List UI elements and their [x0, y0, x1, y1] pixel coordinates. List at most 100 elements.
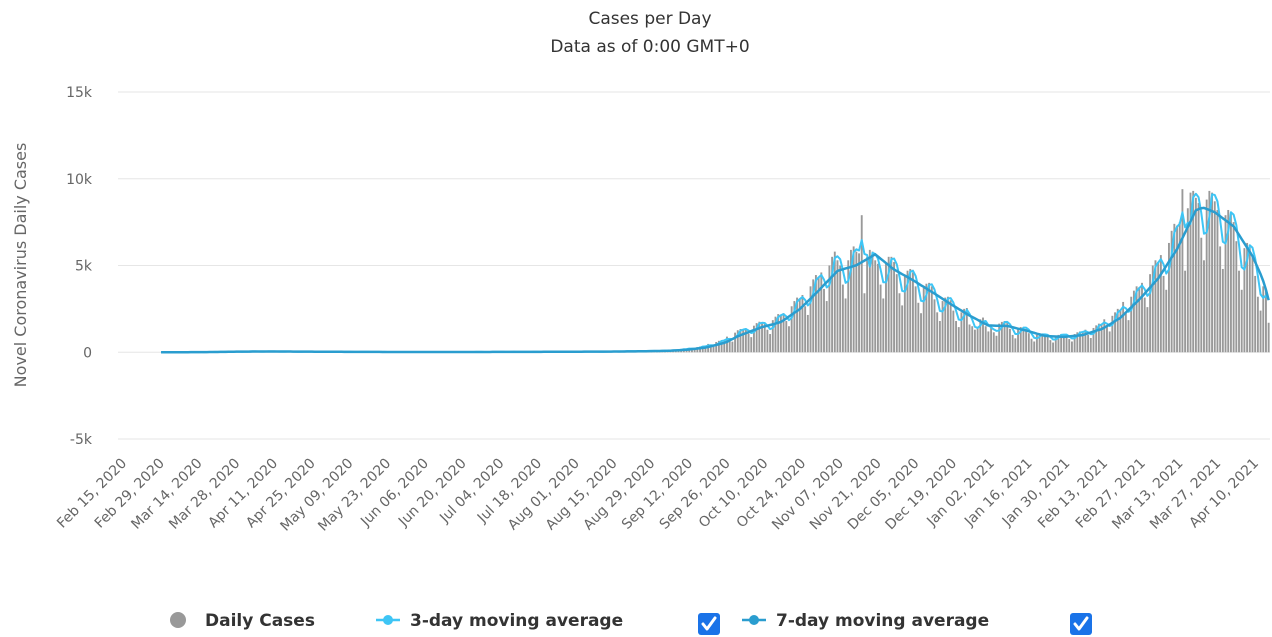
- bar: [1000, 321, 1003, 353]
- legend-item[interactable]: Daily Cases: [170, 611, 315, 631]
- bar: [817, 277, 820, 353]
- bar: [973, 329, 976, 353]
- bar: [704, 346, 707, 353]
- bar: [1130, 296, 1133, 353]
- bar: [790, 306, 793, 353]
- bar: [1246, 242, 1249, 353]
- bar: [841, 284, 844, 353]
- bar: [1116, 308, 1119, 353]
- bar: [742, 329, 745, 353]
- bar: [1035, 334, 1038, 353]
- bar: [858, 253, 860, 353]
- bar: [734, 332, 737, 353]
- bar: [823, 288, 825, 353]
- bar: [1159, 255, 1162, 353]
- bar: [1216, 209, 1219, 353]
- checkbox[interactable]: [1070, 613, 1092, 635]
- bar: [925, 283, 928, 353]
- bar: [1132, 290, 1135, 353]
- bar: [1178, 222, 1181, 353]
- bar: [1025, 328, 1028, 353]
- bar: [1119, 309, 1122, 353]
- bar: [876, 263, 879, 353]
- line: [161, 206, 1270, 354]
- bar: [914, 286, 917, 353]
- bar: [761, 323, 763, 353]
- bar: [771, 320, 774, 353]
- bar: [1070, 341, 1073, 353]
- legend-item[interactable]: 3-day moving average: [376, 611, 623, 631]
- bar: [893, 262, 896, 353]
- bar: [736, 330, 739, 353]
- bar: [1087, 334, 1090, 353]
- bar: [723, 340, 726, 353]
- bar: [1256, 296, 1259, 353]
- bar: [963, 308, 966, 353]
- bar: [1141, 282, 1143, 353]
- bar: [909, 268, 912, 353]
- legend-label: 7-day moving average: [776, 611, 989, 631]
- bar: [1194, 197, 1197, 353]
- bar: [1127, 320, 1130, 353]
- bar: [763, 323, 766, 353]
- bar: [717, 340, 720, 353]
- bar: [1200, 237, 1203, 353]
- bar: [998, 323, 1001, 353]
- bar: [855, 251, 858, 353]
- bar: [715, 342, 718, 353]
- bar: [903, 275, 906, 353]
- bar: [874, 260, 877, 353]
- legend-marker: [383, 615, 393, 625]
- bar: [755, 323, 758, 353]
- bar: [944, 297, 947, 353]
- y-tick-label: 5k: [75, 259, 93, 275]
- bar: [1213, 201, 1216, 353]
- legend-item[interactable]: 7-day moving average: [742, 611, 989, 631]
- bar: [814, 275, 817, 353]
- bar: [1208, 190, 1211, 353]
- chart-title: Cases per Day: [588, 9, 711, 29]
- bar: [828, 265, 831, 353]
- bar: [887, 256, 890, 353]
- bar: [1259, 310, 1262, 353]
- bar: [1103, 319, 1106, 353]
- bar: [960, 312, 963, 353]
- bar: [788, 326, 790, 353]
- bar: [1052, 342, 1055, 353]
- legend-marker: [170, 612, 186, 628]
- bar: [1265, 289, 1267, 353]
- bar: [860, 215, 863, 353]
- bar: [1057, 334, 1060, 353]
- bar: [1092, 327, 1095, 353]
- bar: [911, 272, 914, 353]
- bar: [712, 346, 715, 353]
- bar: [785, 321, 788, 353]
- bar: [922, 288, 925, 353]
- bar: [1197, 203, 1200, 353]
- bar: [982, 317, 984, 353]
- bar: [1173, 223, 1176, 353]
- bar: [920, 313, 922, 353]
- bar: [1046, 335, 1049, 353]
- bar: [1076, 332, 1079, 353]
- bar: [1189, 192, 1192, 353]
- bar: [882, 298, 885, 353]
- bar: [885, 263, 887, 353]
- bar: [1097, 323, 1100, 353]
- checkbox[interactable]: [698, 613, 720, 635]
- bar: [1073, 334, 1076, 353]
- bar: [1224, 215, 1227, 353]
- bar: [933, 299, 936, 353]
- bar: [1084, 329, 1087, 353]
- bar: [766, 329, 769, 353]
- bar: [1079, 331, 1081, 353]
- bar: [793, 301, 796, 353]
- checkbox-check: [1073, 616, 1089, 631]
- bar: [1027, 333, 1030, 353]
- bar: [928, 282, 931, 353]
- bar: [965, 308, 968, 353]
- bar: [866, 256, 869, 353]
- bar: [1089, 338, 1092, 353]
- bar: [1238, 270, 1240, 353]
